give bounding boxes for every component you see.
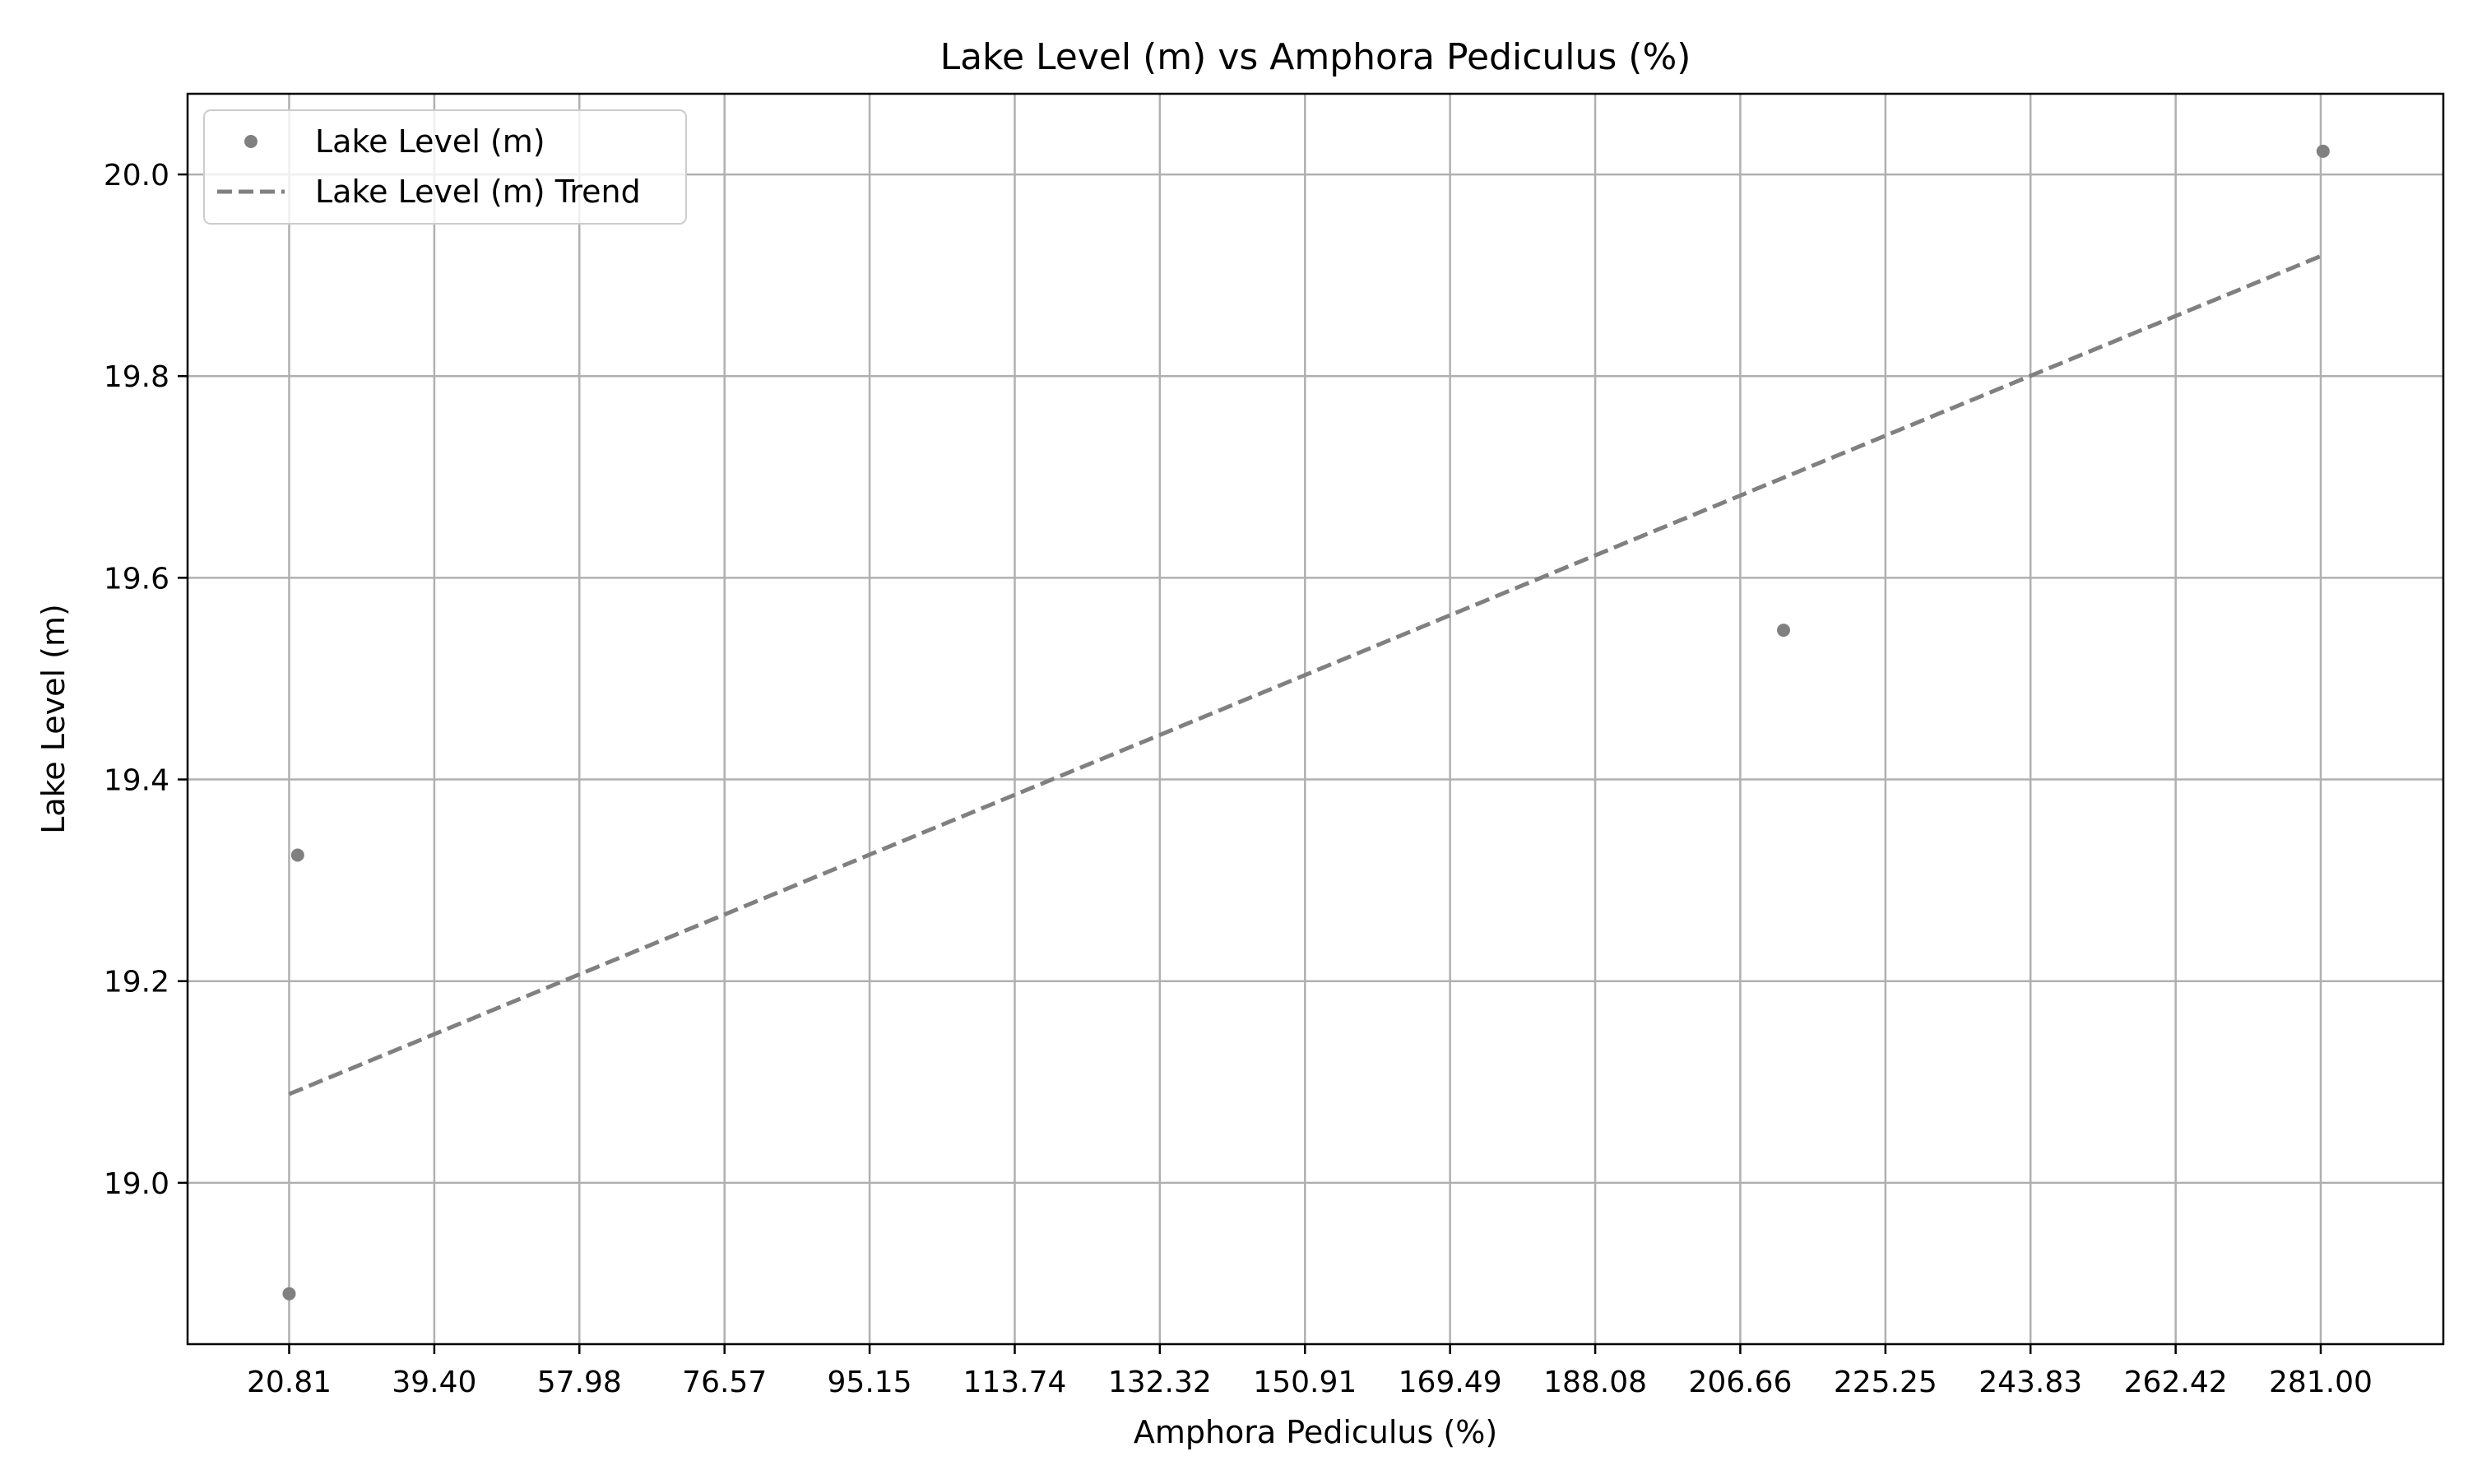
legend-label-scatter: Lake Level (m): [315, 123, 545, 160]
y-tick-label: 19.0: [104, 1167, 169, 1201]
x-tick-label: 225.25: [1834, 1366, 1937, 1399]
x-tick-label: 76.57: [682, 1366, 767, 1399]
x-tick-label: 262.42: [2124, 1366, 2228, 1399]
scatter-point: [290, 848, 304, 862]
x-tick-label: 169.49: [1399, 1366, 1502, 1399]
x-tick-label: 113.74: [963, 1366, 1067, 1399]
legend-label-trend: Lake Level (m) Trend: [315, 174, 641, 210]
scatter-point: [282, 1287, 296, 1301]
x-tick-label: 20.81: [247, 1366, 332, 1399]
data-series: [282, 144, 2330, 1301]
x-tick-label: 132.32: [1108, 1366, 1212, 1399]
y-tick-label: 19.8: [104, 360, 169, 394]
x-tick-label: 95.15: [828, 1366, 912, 1399]
plot-area-frame: [186, 92, 2445, 1346]
x-tick-label: 39.40: [392, 1366, 476, 1399]
axis-ticks: 20.81 39.40 57.98 76.57 95.15 113.74 132.32 150…: [104, 159, 2373, 1399]
x-tick-label: 243.83: [1979, 1366, 2082, 1399]
scatter-point: [1776, 624, 1790, 638]
legend-marker-scatter: [244, 135, 257, 148]
y-tick-label: 19.4: [104, 764, 169, 798]
chart-title: Lake Level (m) vs Amphora Pediculus (%): [940, 36, 1691, 78]
x-tick-label: 150.91: [1253, 1366, 1357, 1399]
y-axis-label: Lake Level (m): [35, 604, 72, 834]
y-tick-label: 19.2: [104, 966, 169, 999]
y-tick-label: 20.0: [104, 159, 169, 192]
legend: Lake Level (m) Lake Level (m) Trend: [203, 109, 687, 225]
scatter-point: [2316, 144, 2330, 158]
x-tick-label: 188.08: [1543, 1366, 1647, 1399]
trend-line: [288, 254, 2322, 1097]
grid-lines: [188, 94, 2443, 1344]
x-tick-label: 57.98: [537, 1366, 622, 1399]
y-tick-label: 19.6: [104, 562, 169, 596]
x-tick-label: 206.66: [1688, 1366, 1792, 1399]
x-axis-label: Amphora Pediculus (%): [1134, 1414, 1497, 1450]
x-tick-label: 281.00: [2269, 1366, 2373, 1399]
legend-box: [203, 109, 687, 225]
